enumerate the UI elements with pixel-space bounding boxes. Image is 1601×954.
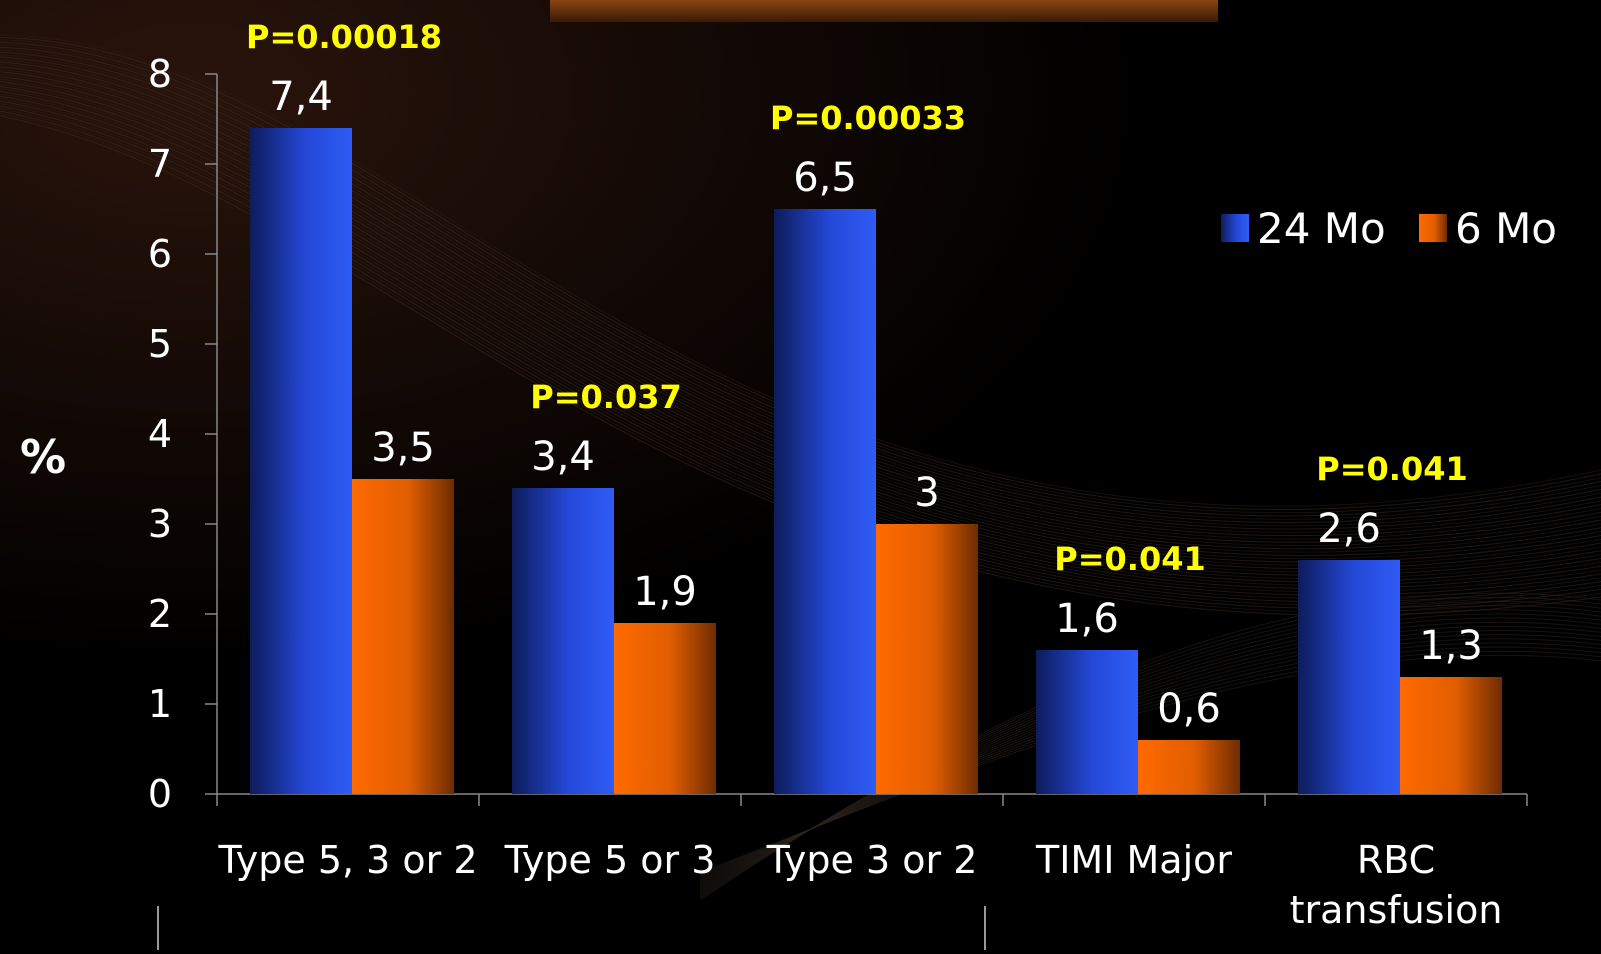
y-axis-label: % (20, 430, 66, 484)
wave-line (0, 103, 1601, 599)
data-label: 3,4 (531, 434, 595, 480)
x-tick-label: Type 3 or 2 (766, 838, 978, 882)
x-tick-label: RBC (1357, 838, 1435, 882)
wave-line (0, 68, 1601, 553)
decorative-wave-lines (0, 34, 1601, 901)
bar (512, 488, 614, 794)
bar (1036, 650, 1138, 794)
wave-line (0, 63, 1601, 546)
wave-line (0, 112, 1601, 613)
wave-line (0, 85, 1601, 576)
wave-line (0, 78, 1601, 566)
bar (614, 623, 716, 794)
wave-line (0, 108, 1601, 606)
bar (352, 479, 454, 794)
legend-swatch (1419, 214, 1447, 242)
wave-line (0, 110, 1601, 609)
wave-line (0, 61, 1601, 543)
wave-line (0, 71, 1601, 556)
wave-line (0, 93, 1601, 586)
legend-swatch (1221, 214, 1249, 242)
wave-line (0, 54, 1601, 533)
wave-line (0, 76, 1601, 563)
wave-line (0, 83, 1601, 573)
wave-line (0, 98, 1601, 593)
wave-line (0, 81, 1601, 570)
p-value-label: P=0.041 (1316, 450, 1467, 488)
y-tick-label: 8 (148, 52, 172, 96)
plot-area: % 0 1 2 3 4 5 6 7 8 7,4 3,5 P=0.00018 Type 5, 3 or 2 3… (20, 18, 1557, 950)
wave-line (0, 66, 1601, 550)
wave-line (0, 41, 1601, 517)
x-tick-label: TIMI Major (1035, 838, 1232, 882)
data-label: 0,6 (1157, 686, 1221, 732)
legend-label: 24 Mo (1257, 204, 1386, 253)
bar (876, 524, 978, 794)
wave-line (0, 44, 1601, 520)
data-label: 7,4 (269, 74, 333, 120)
y-tick-label: 1 (148, 682, 172, 726)
wave-line (0, 73, 1601, 560)
bar (1298, 560, 1400, 794)
data-label: 1,9 (633, 569, 697, 615)
y-tick-label: 6 (148, 232, 172, 276)
y-tick-label: 0 (148, 772, 172, 816)
data-label: 6,5 (793, 155, 857, 201)
x-tick-label: transfusion (1290, 888, 1503, 932)
wave-line (0, 51, 1601, 530)
bar (774, 209, 876, 794)
data-label: 3 (914, 470, 939, 516)
y-tick-label: 2 (148, 592, 172, 636)
wave-line (0, 100, 1601, 596)
data-label: 2,6 (1317, 506, 1381, 552)
wave-line (0, 59, 1601, 540)
p-value-label: P=0.041 (1054, 540, 1205, 578)
wave-line (0, 88, 1601, 580)
bar (1138, 740, 1240, 794)
data-label: 3,5 (371, 425, 435, 471)
data-label: 1,6 (1055, 596, 1119, 642)
x-tick-label: Type 5 or 3 (504, 838, 716, 882)
wave-line (0, 105, 1601, 603)
x-tick-label: Type 5, 3 or 2 (217, 838, 477, 882)
legend-label: 6 Mo (1455, 204, 1557, 253)
p-value-label: P=0.00018 (246, 18, 442, 56)
bar (1400, 677, 1502, 794)
y-tick-label: 5 (148, 322, 172, 366)
wave-line (0, 46, 1601, 523)
wave-line (0, 49, 1601, 527)
wave-line (0, 39, 1601, 514)
y-tick-label: 7 (148, 142, 172, 186)
wave-line (0, 36, 1601, 510)
wave-line (0, 56, 1601, 537)
header-bar (550, 0, 1218, 22)
p-value-label: P=0.00033 (770, 99, 966, 137)
data-label: 1,3 (1419, 623, 1483, 669)
wave-line (0, 115, 1601, 616)
wave-line (0, 90, 1601, 583)
wave-line (0, 34, 1601, 507)
p-value-label: P=0.037 (530, 378, 681, 416)
y-tick-label: 4 (148, 412, 172, 456)
y-tick-label: 3 (148, 502, 172, 546)
wave-line (699, 654, 1601, 874)
wave-line (0, 95, 1601, 590)
bar (250, 128, 352, 794)
